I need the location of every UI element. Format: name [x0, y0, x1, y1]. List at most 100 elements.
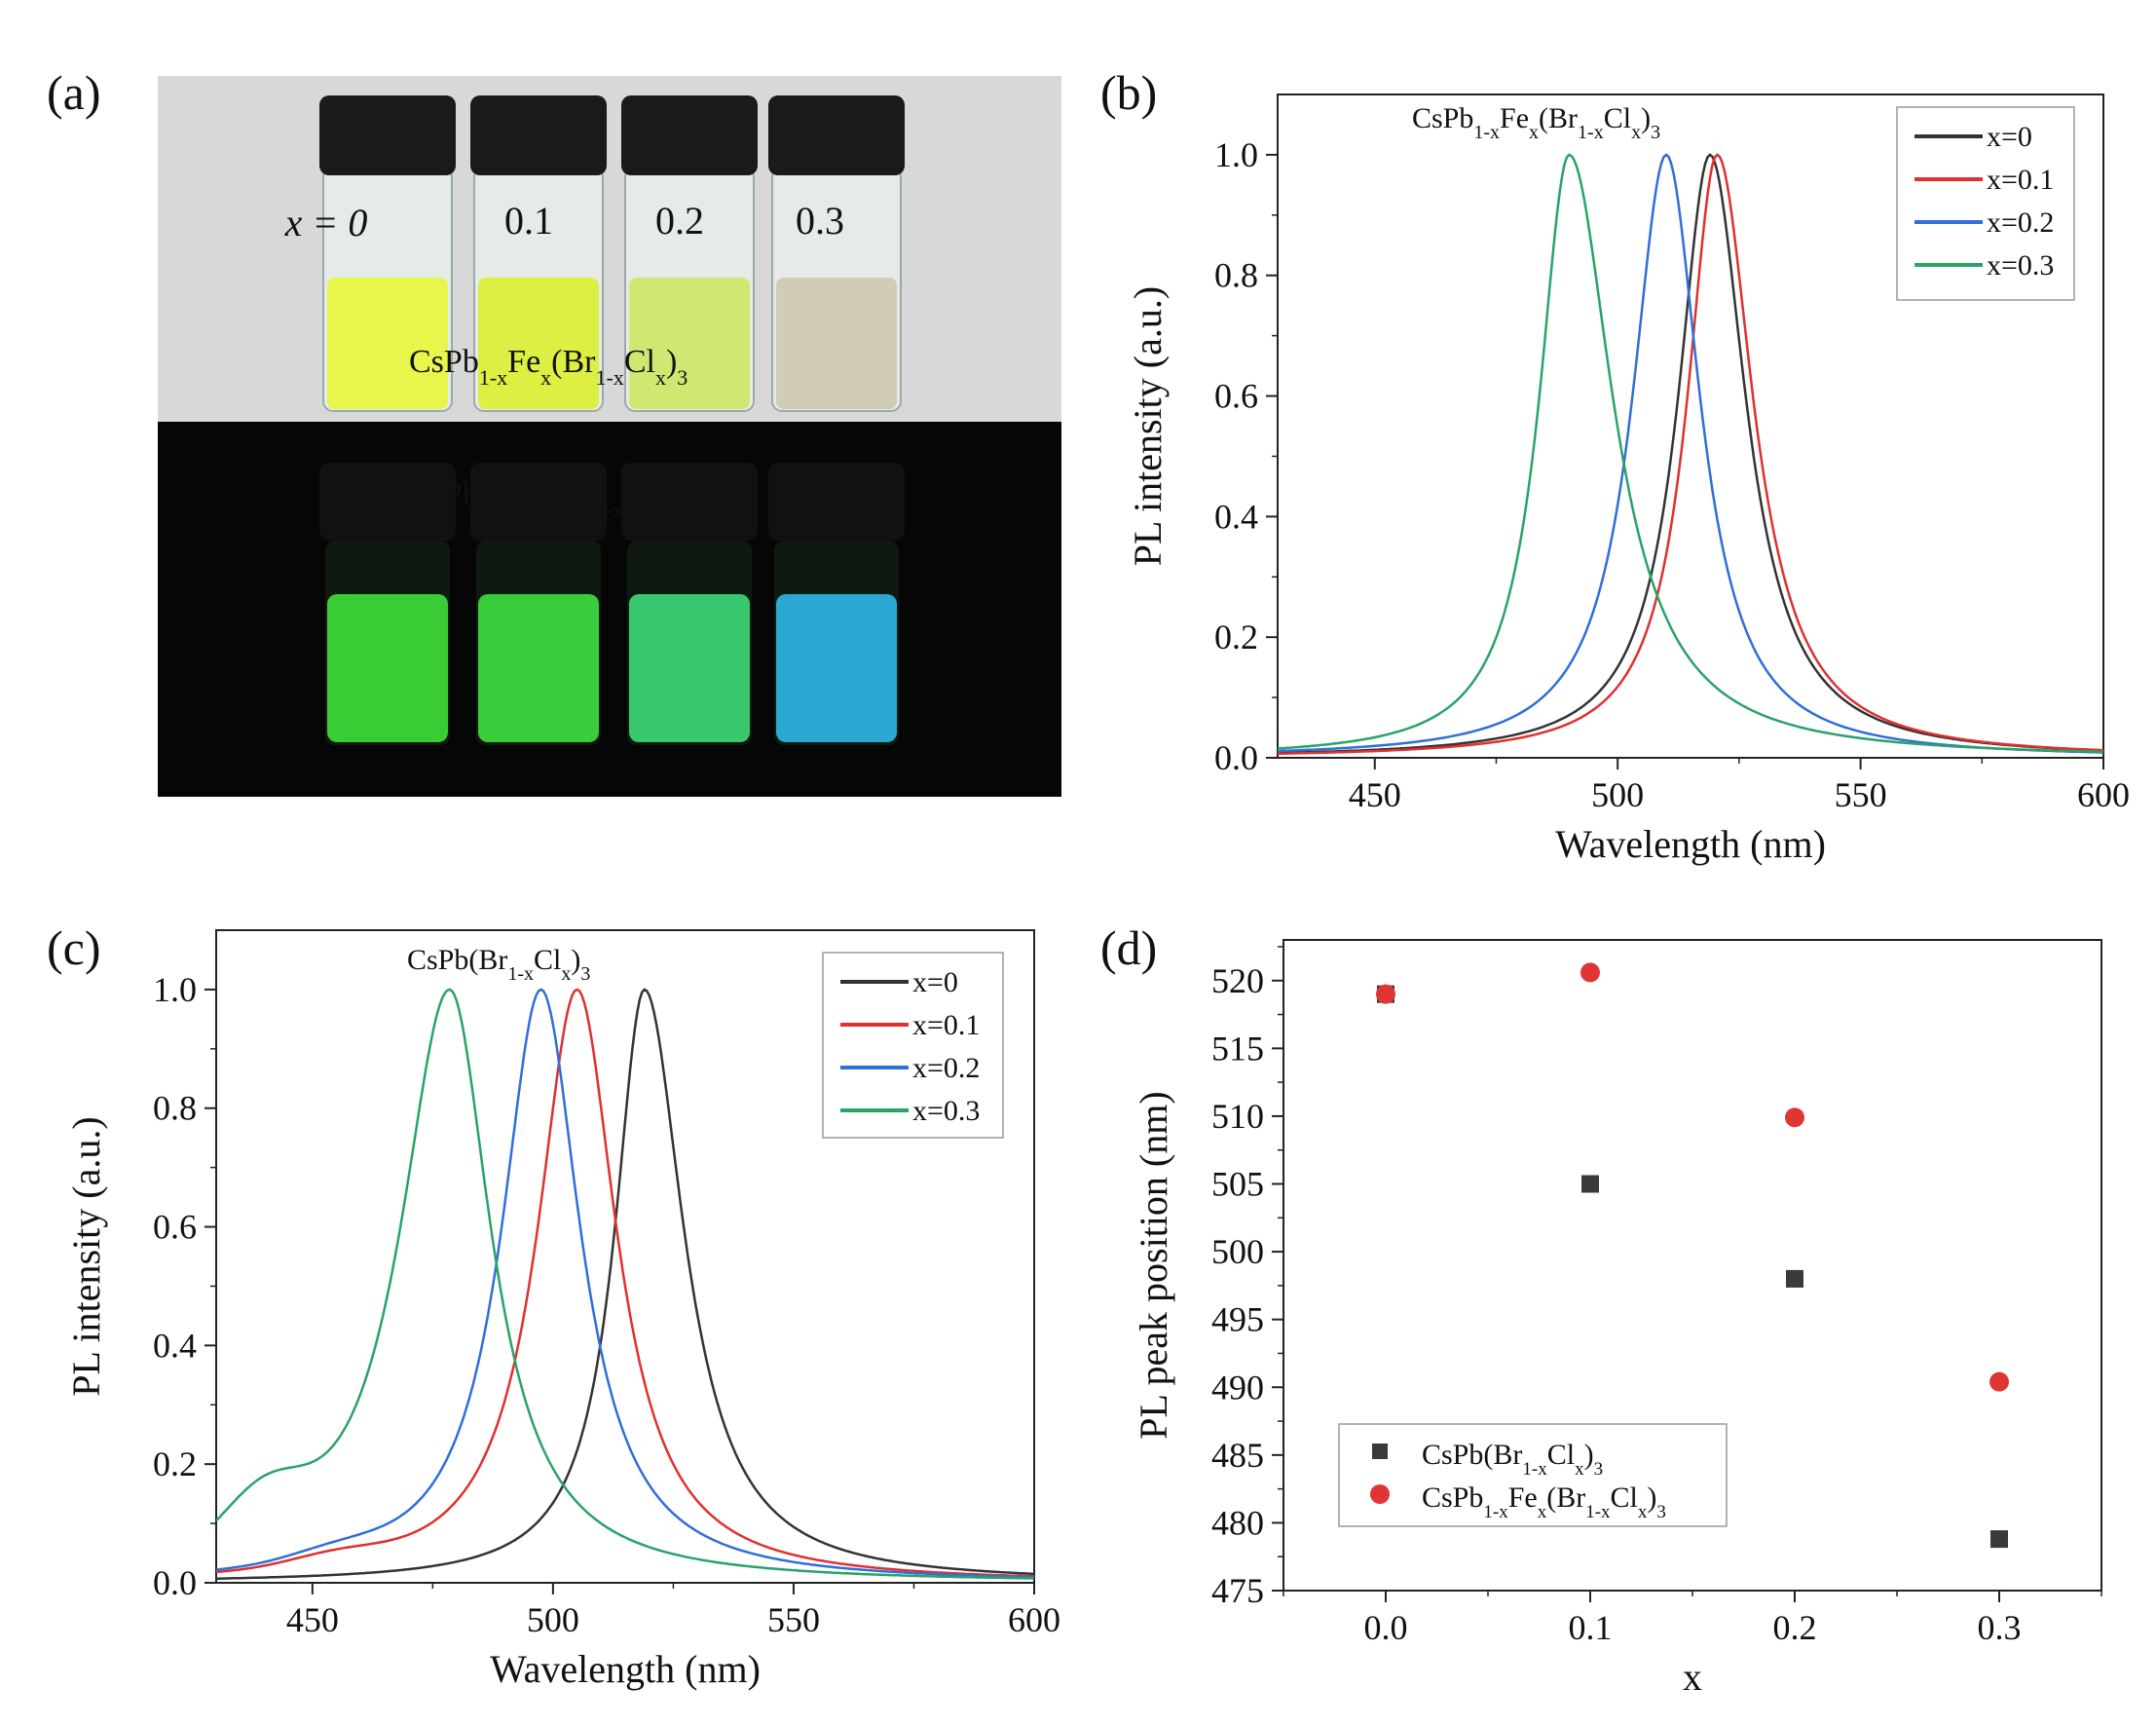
legend: x=0 x=0.1 x=0.2 x=0.3 — [1896, 106, 2075, 301]
vial-glow-uv — [478, 594, 599, 742]
plot-c: 450 500 550 600 0.0 0.2 0.4 0.6 0.8 1.0 Wavelength… — [64, 929, 1060, 1691]
x-tick-label: 500 — [1591, 775, 1644, 814]
vial-labels: x = 0 0.1 0.2 0.3 — [284, 199, 844, 244]
legend-label: x=0.2 — [1987, 206, 2054, 239]
vial-cap-ambient — [319, 95, 456, 175]
y-tick-label: 495 — [1211, 1300, 1264, 1339]
photo-uv: CsPb1-xFex(Br1-xClx)3 — [158, 422, 1061, 797]
legend: x=0 x=0.1 x=0.2 x=0.3 — [822, 952, 1004, 1139]
legend-label: x=0.3 — [1987, 249, 2054, 281]
panel-c-label: (c) — [47, 920, 101, 975]
y-axis-title: PL intensity (a.u.) — [1126, 286, 1170, 566]
panel-b-annotation: CsPb1-xFex(Br1-xClx)3 — [1412, 102, 1660, 143]
legend-label: x=0 — [1987, 121, 2032, 153]
y-tick-label: 0.2 — [153, 1444, 197, 1483]
vial-label-1: 0.1 — [504, 199, 553, 243]
formula-ambient: CsPb1-xFex(Br1-xClx)3 — [409, 344, 688, 390]
y-tick-label: 0.0 — [1214, 738, 1258, 777]
y-tick-label: 500 — [1211, 1232, 1264, 1271]
vial-liquid-ambient — [327, 278, 448, 409]
series-line-x=0.1 — [215, 988, 1034, 1578]
x-tick-label: 0.0 — [1364, 1608, 1408, 1647]
legend-label: x=0.1 — [912, 1009, 980, 1041]
vial-liquid-ambient — [776, 278, 897, 409]
series-line-x=0.3 — [215, 988, 1035, 1580]
series-line-x=0.1 — [1277, 153, 2104, 756]
y-tick-label: 0.0 — [153, 1563, 197, 1602]
vial-cap-ambient — [470, 95, 607, 175]
scatter-point-square — [1990, 1530, 2008, 1549]
x-tick-label: 600 — [1008, 1600, 1060, 1639]
y-axis-title: PL intensity (a.u.) — [64, 1116, 108, 1396]
vial-label-3: 0.3 — [796, 199, 844, 243]
y-tick-label: 510 — [1211, 1097, 1264, 1136]
y-tick-label: 0.8 — [153, 1089, 197, 1128]
x-tick-label: 0.3 — [1978, 1608, 2022, 1647]
vial-cap-uv — [319, 463, 456, 541]
scatter-point-square — [1581, 1175, 1599, 1193]
legend-d-marker-square — [1372, 1444, 1388, 1459]
vial-glow-uv — [629, 594, 750, 742]
series-line-x=0.2 — [215, 988, 1035, 1579]
legend-d-label-1: CsPb1-xFex(Br1-xClx)3 — [1422, 1481, 1666, 1522]
photo-ambient-background — [158, 76, 1061, 422]
panel-c: (c) 450 500 550 600 0.0 0.2 0.4 0.6 0.8 1.0 Wavele… — [47, 920, 1060, 1691]
legend-label: x=0 — [912, 966, 958, 998]
y-tick-label: 490 — [1211, 1368, 1264, 1406]
vial-liquid-ambient — [478, 278, 599, 409]
scatter-point-square — [1786, 1269, 1803, 1288]
x-tick-label: 550 — [1835, 775, 1887, 814]
y-tick-label: 520 — [1211, 961, 1264, 1000]
y-tick-label: 0.6 — [1214, 377, 1258, 416]
panel-a-label: (a) — [47, 65, 101, 120]
plot-frame — [1277, 94, 2104, 759]
x-tick-label: 0.1 — [1569, 1608, 1613, 1647]
series-line-x=0.3 — [1277, 153, 2104, 754]
legend-d-frame — [1338, 1423, 1728, 1527]
ambient-vials — [319, 95, 905, 412]
vial-cap-uv — [621, 463, 758, 541]
vial-cap-ambient — [621, 95, 758, 175]
vial-glow-uv — [327, 594, 448, 742]
legend-label: x=0.1 — [1987, 164, 2054, 196]
y-axis-title: PL peak position (nm) — [1132, 1091, 1175, 1439]
vial-cap-uv — [768, 463, 905, 541]
legend-label: x=0.2 — [912, 1052, 980, 1084]
x-axis-title: Wavelength (nm) — [1555, 822, 1826, 866]
x-tick-label: 600 — [2077, 775, 2130, 814]
legend-d-label-0: CsPb(Br1-xClx)3 — [1422, 1439, 1603, 1480]
vial-label-2: 0.2 — [655, 199, 704, 243]
plot-d: 0.0 0.1 0.2 0.3 475 480 485 490 495 500 505 510 515 5… — [1132, 939, 2102, 1699]
x-tick-label: 450 — [286, 1600, 339, 1639]
scatter-point-circle — [1785, 1107, 1804, 1128]
y-tick-label: 0.6 — [153, 1208, 197, 1247]
legend-label: x=0.3 — [912, 1095, 980, 1127]
vial-cap-ambient — [768, 95, 905, 175]
panel-a: (a) x = 0 0.1 0.2 0.3 CsPb1-xFex(Br1-xCl… — [47, 65, 1061, 797]
y-tick-label: 505 — [1211, 1165, 1264, 1204]
y-tick-label: 1.0 — [153, 970, 197, 1009]
x-axis-title: x — [1683, 1655, 1702, 1699]
panel-d-label: (d) — [1100, 920, 1157, 975]
legend-d-marker-circle — [1370, 1484, 1390, 1504]
panel-d: (d) 0.0 0.1 0.2 0.3 475 480 485 490 495 500 505 510… — [1100, 920, 2102, 1699]
vial-glow-uv — [776, 594, 897, 742]
series-line-x=0 — [216, 988, 1035, 1580]
y-tick-label: 0.2 — [1214, 618, 1258, 656]
uv-vials — [319, 463, 905, 745]
panel-c-annotation: CsPb(Br1-xClx)3 — [407, 944, 590, 985]
y-tick-label: 515 — [1211, 1029, 1264, 1068]
scatter-point-circle — [1989, 1371, 2009, 1392]
photo-uv-background — [158, 422, 1061, 797]
vial-cap-uv — [470, 463, 607, 541]
vial-liquid-ambient — [629, 278, 750, 409]
x-tick-label: 450 — [1349, 775, 1401, 814]
plot-b: 450 500 550 600 0.0 0.2 0.4 0.6 0.8 1.0 Wavelength… — [1126, 94, 2130, 866]
legend-frame — [1896, 106, 2075, 301]
formula-uv: CsPb1-xFex(Br1-xClx)3 — [409, 476, 688, 522]
y-tick-label: 485 — [1211, 1436, 1264, 1475]
y-tick-label: 0.8 — [1214, 256, 1258, 295]
legend-d: CsPb(Br1-xClx)3 CsPb1-xFex(Br1-xClx)3 — [1338, 1423, 1728, 1527]
legend-d-markers — [1370, 1444, 1390, 1504]
